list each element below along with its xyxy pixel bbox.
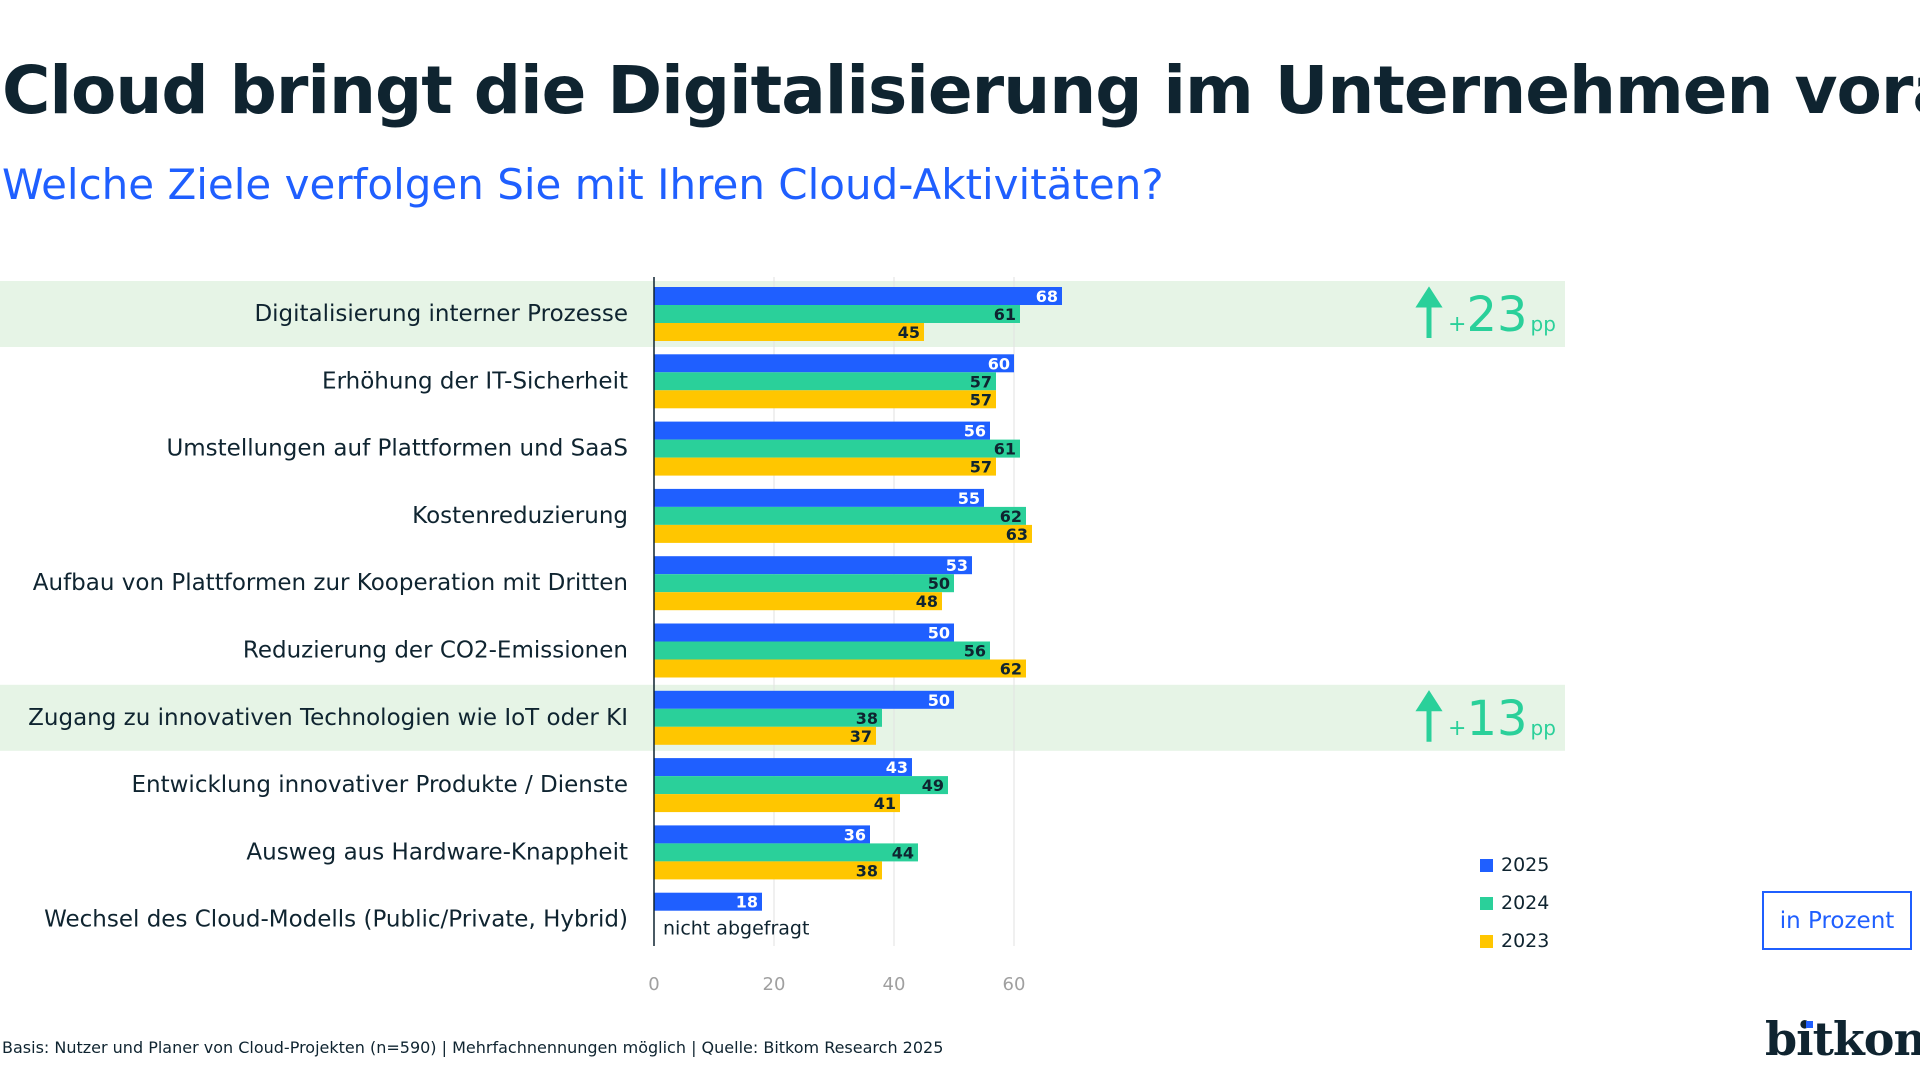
bar-2025 — [654, 287, 1062, 305]
data-label: 50 — [928, 624, 950, 643]
data-label: 43 — [886, 758, 908, 777]
bar-2023 — [654, 861, 882, 880]
category-label: Entwicklung innovativer Produkte / Diens… — [131, 772, 628, 798]
category-label: Zugang zu innovativen Technologien wie I… — [28, 705, 628, 731]
legend-swatch — [1480, 858, 1493, 872]
data-label: 38 — [856, 709, 878, 728]
x-tick-label: 40 — [883, 974, 906, 995]
chart-subtitle: Welche Ziele verfolgen Sie mit Ihren Clo… — [2, 160, 1164, 209]
bar-2023 — [654, 726, 876, 745]
data-label: 60 — [988, 354, 1010, 373]
bar-2025 — [654, 690, 954, 709]
category-label: Umstellungen auf Plattformen und SaaS — [166, 436, 628, 462]
data-label: 68 — [1036, 287, 1058, 306]
footer-source: Basis: Nutzer und Planer von Cloud-Proje… — [2, 1038, 944, 1057]
bar-2025 — [654, 488, 984, 507]
data-label: 48 — [916, 592, 938, 611]
bar-2023 — [654, 592, 942, 611]
bar-2024 — [654, 574, 954, 593]
category-label: Erhöhung der IT-Sicherheit — [322, 368, 628, 394]
data-label: 61 — [994, 305, 1016, 324]
data-label: 57 — [970, 390, 992, 409]
legend-swatch — [1480, 896, 1493, 910]
legend-label: 2023 — [1501, 930, 1550, 952]
data-label: 41 — [874, 794, 896, 813]
data-label: 36 — [844, 825, 866, 844]
bar-2025 — [654, 892, 762, 911]
delta-value: +23 pp — [1448, 287, 1556, 343]
category-label: Kostenreduzierung — [412, 503, 628, 529]
bar-2025 — [654, 354, 1014, 373]
data-label: 56 — [964, 422, 986, 441]
legend-item-2024: 2024 — [1480, 884, 1549, 922]
category-label: Digitalisierung interner Prozesse — [254, 301, 628, 327]
bar-2024 — [654, 372, 996, 391]
data-label: 37 — [850, 727, 872, 746]
bar-2023 — [654, 524, 1032, 543]
data-label: 55 — [958, 489, 980, 508]
category-label: Wechsel des Cloud-Modells (Public/Privat… — [44, 907, 628, 933]
legend-item-2025: 2025 — [1480, 846, 1549, 884]
bar-2024 — [654, 641, 990, 660]
data-label: 18 — [736, 893, 758, 912]
x-tick-label: 60 — [1003, 974, 1026, 995]
bar-2024 — [654, 843, 918, 862]
data-label: 62 — [1000, 507, 1022, 526]
data-label: 45 — [898, 323, 920, 342]
delta-annotation: +23 pp — [1415, 286, 1556, 343]
bar-2023 — [654, 659, 1026, 678]
bar-2023 — [654, 794, 900, 813]
data-label: 50 — [928, 691, 950, 710]
not-asked-label: nicht abgefragt — [663, 918, 809, 940]
logo-text: bitkom — [1765, 1012, 1920, 1066]
data-label: 62 — [1000, 660, 1022, 679]
legend: 2025 2024 2023 — [1480, 846, 1549, 960]
bar-2023 — [654, 390, 996, 409]
x-tick-label: 0 — [648, 974, 659, 995]
bar-2025 — [654, 556, 972, 575]
x-tick-label: 20 — [763, 974, 786, 995]
bar-2025 — [654, 758, 912, 777]
data-label: 50 — [928, 574, 950, 593]
data-label: 53 — [946, 556, 968, 575]
legend-swatch — [1480, 934, 1493, 948]
bar-2025 — [654, 825, 870, 844]
data-label: 49 — [922, 776, 944, 795]
data-label: 61 — [994, 440, 1016, 459]
category-label: Reduzierung der CO2-Emissionen — [243, 638, 628, 664]
delta-value: +13 pp — [1448, 691, 1556, 747]
legend-label: 2025 — [1501, 854, 1550, 876]
unit-label-box: in Prozent — [1762, 891, 1912, 950]
bar-2024 — [654, 305, 1020, 323]
data-label: 56 — [964, 642, 986, 661]
logo-dot — [1806, 1021, 1813, 1028]
category-label: Ausweg aus Hardware-Knappheit — [246, 839, 628, 865]
delta-annotation: +13 pp — [1415, 690, 1556, 747]
legend-item-2023: 2023 — [1480, 922, 1549, 960]
arrow-up-icon — [1415, 690, 1443, 742]
bar-2024 — [654, 439, 1020, 458]
bar-2024 — [654, 776, 948, 795]
bar-2024 — [654, 708, 882, 727]
bar-2025 — [654, 623, 954, 642]
bar-2023 — [654, 457, 996, 476]
data-label: 57 — [970, 458, 992, 477]
bar-2025 — [654, 421, 990, 440]
bar-2024 — [654, 506, 1026, 525]
arrow-up-icon — [1415, 286, 1443, 338]
data-label: 57 — [970, 372, 992, 391]
legend-label: 2024 — [1501, 892, 1550, 914]
data-label: 44 — [892, 843, 914, 862]
category-label: Aufbau von Plattformen zur Kooperation m… — [33, 570, 628, 596]
bar-2023 — [654, 323, 924, 341]
data-label: 63 — [1006, 525, 1028, 544]
bitkom-logo: bitkom — [1765, 1012, 1920, 1066]
chart-title: Cloud bringt die Digitalisierung im Unte… — [2, 52, 1920, 129]
data-label: 38 — [856, 861, 878, 880]
